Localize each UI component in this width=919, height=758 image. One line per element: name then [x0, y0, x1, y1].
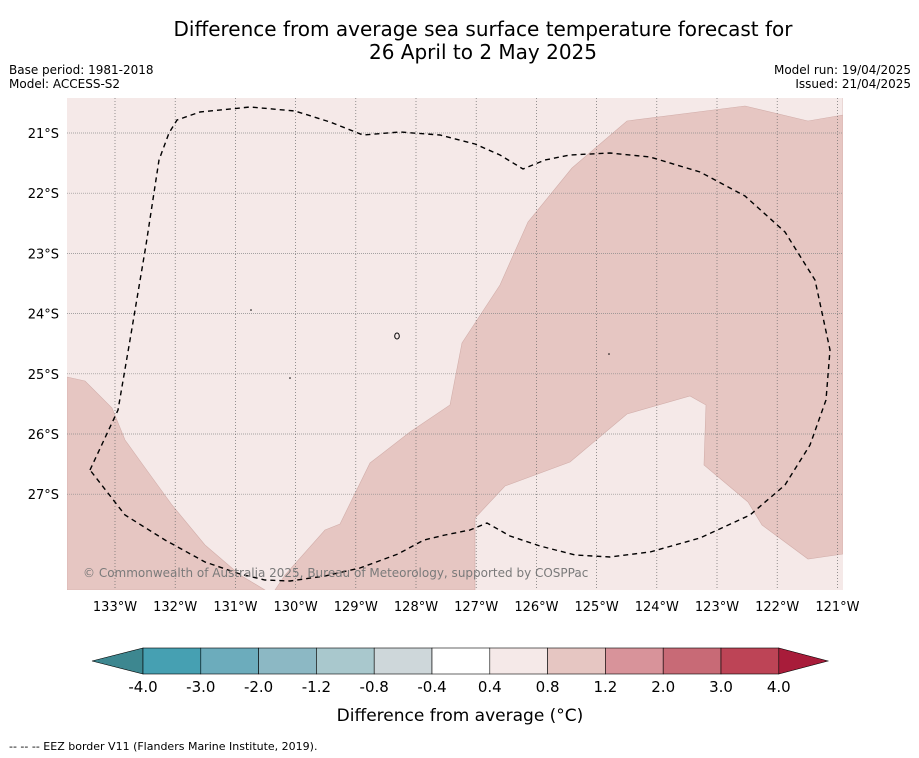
colorbar-segment — [142, 647, 202, 675]
colorbar-segment — [662, 647, 722, 675]
copyright-notice: © Commonwealth of Australia 2025, Bureau… — [83, 566, 588, 580]
longitude-label: 126°W — [514, 600, 558, 615]
colorbar-segment — [316, 647, 375, 675]
island-marker — [394, 332, 400, 340]
anomaly-warm-region-core — [274, 98, 843, 590]
issued-date: Issued: 21/04/2025 — [795, 77, 911, 91]
island-marker — [289, 377, 291, 379]
longitude-label: 131°W — [213, 600, 257, 615]
longitude-label: 123°W — [695, 600, 739, 615]
colorbar-segment — [373, 647, 433, 675]
colorbar-extension-high — [778, 647, 830, 675]
graticule — [67, 98, 843, 590]
title-line-1: Difference from average sea surface temp… — [173, 17, 793, 41]
colorbar-title: Difference from average (°C) — [337, 706, 584, 726]
colorbar-tick-label: -0.8 — [360, 678, 389, 696]
latitude-label: 21°S — [28, 127, 59, 142]
latitude-label: 22°S — [28, 187, 59, 202]
colorbar-segment — [200, 647, 259, 675]
colorbar-extension-low — [91, 647, 144, 675]
title-line-2: 26 April to 2 May 2025 — [369, 40, 597, 64]
latitude-label: 26°S — [28, 428, 59, 443]
colorbar-tick-label: -2.0 — [244, 678, 273, 696]
anomaly-warm-region-west — [67, 376, 266, 590]
model-run: Model run: 19/04/2025 — [773, 63, 911, 77]
latitude-label: 23°S — [28, 247, 59, 262]
colorbar-segment — [605, 647, 664, 675]
colorbar-tick-label: 3.0 — [709, 678, 733, 696]
longitude-label: 127°W — [454, 600, 498, 615]
colorbar-tick-label: 1.2 — [593, 678, 617, 696]
colorbar-tick-label: 0.8 — [536, 678, 560, 696]
longitude-label: 128°W — [394, 600, 438, 615]
longitude-label: 125°W — [575, 600, 619, 615]
island-marker — [250, 309, 252, 311]
colorbar-segment — [547, 647, 606, 675]
map-plot-area: © Commonwealth of Australia 2025, Bureau… — [67, 98, 843, 590]
latitude-labels: 21°S 22°S 23°S 24°S 25°S 26°S 27°S — [28, 127, 59, 503]
colorbar-segment — [489, 647, 548, 675]
sst-map: © Commonwealth of Australia 2025, Bureau… — [28, 98, 860, 726]
colorbar-tick-label: -1.2 — [302, 678, 331, 696]
colorbar-segment — [431, 647, 491, 675]
longitude-label: 133°W — [93, 600, 137, 615]
longitude-label: 132°W — [153, 600, 197, 615]
island-markers — [250, 309, 610, 379]
colorbar-tick-label: 0.4 — [478, 678, 502, 696]
colorbar-segment — [258, 647, 317, 675]
eez-border — [89, 106, 831, 582]
base-period: Base period: 1981-2018 — [9, 63, 154, 77]
run-info: Model run: 19/04/2025 Issued: 21/04/2025 — [774, 63, 911, 91]
longitude-label: 121°W — [815, 600, 859, 615]
longitude-label: 122°W — [755, 600, 799, 615]
longitude-label: 129°W — [334, 600, 378, 615]
colorbar-tick-label: -4.0 — [128, 678, 157, 696]
longitude-label: 130°W — [274, 600, 318, 615]
colorbar-tick-label: -3.0 — [186, 678, 215, 696]
latitude-label: 25°S — [28, 368, 59, 383]
eez-legend-note: -- -- -- EEZ border V11 (Flanders Marine… — [9, 740, 318, 753]
colorbar-tick-label: -0.4 — [417, 678, 446, 696]
map-title: Difference from average sea surface temp… — [0, 18, 919, 64]
longitude-labels: 133°W 132°W 131°W 130°W 129°W 128°W 127°W 126°W… — [93, 600, 860, 615]
colorbar-tick-label: 4.0 — [767, 678, 791, 696]
island-marker — [608, 353, 610, 355]
longitude-label: 124°W — [635, 600, 679, 615]
colorbar: -4.0 -3.0 -2.0 -1.2 -0.8 -0.4 0.4 0.8 1.2 2.0 3.0 4… — [91, 647, 830, 696]
latitude-label: 24°S — [28, 308, 59, 323]
latitude-label: 27°S — [28, 488, 59, 503]
model-info: Base period: 1981-2018 Model: ACCESS-S2 — [9, 63, 154, 91]
model-name: Model: ACCESS-S2 — [9, 77, 121, 91]
colorbar-tick-label: 2.0 — [651, 678, 675, 696]
colorbar-segment — [720, 647, 780, 675]
